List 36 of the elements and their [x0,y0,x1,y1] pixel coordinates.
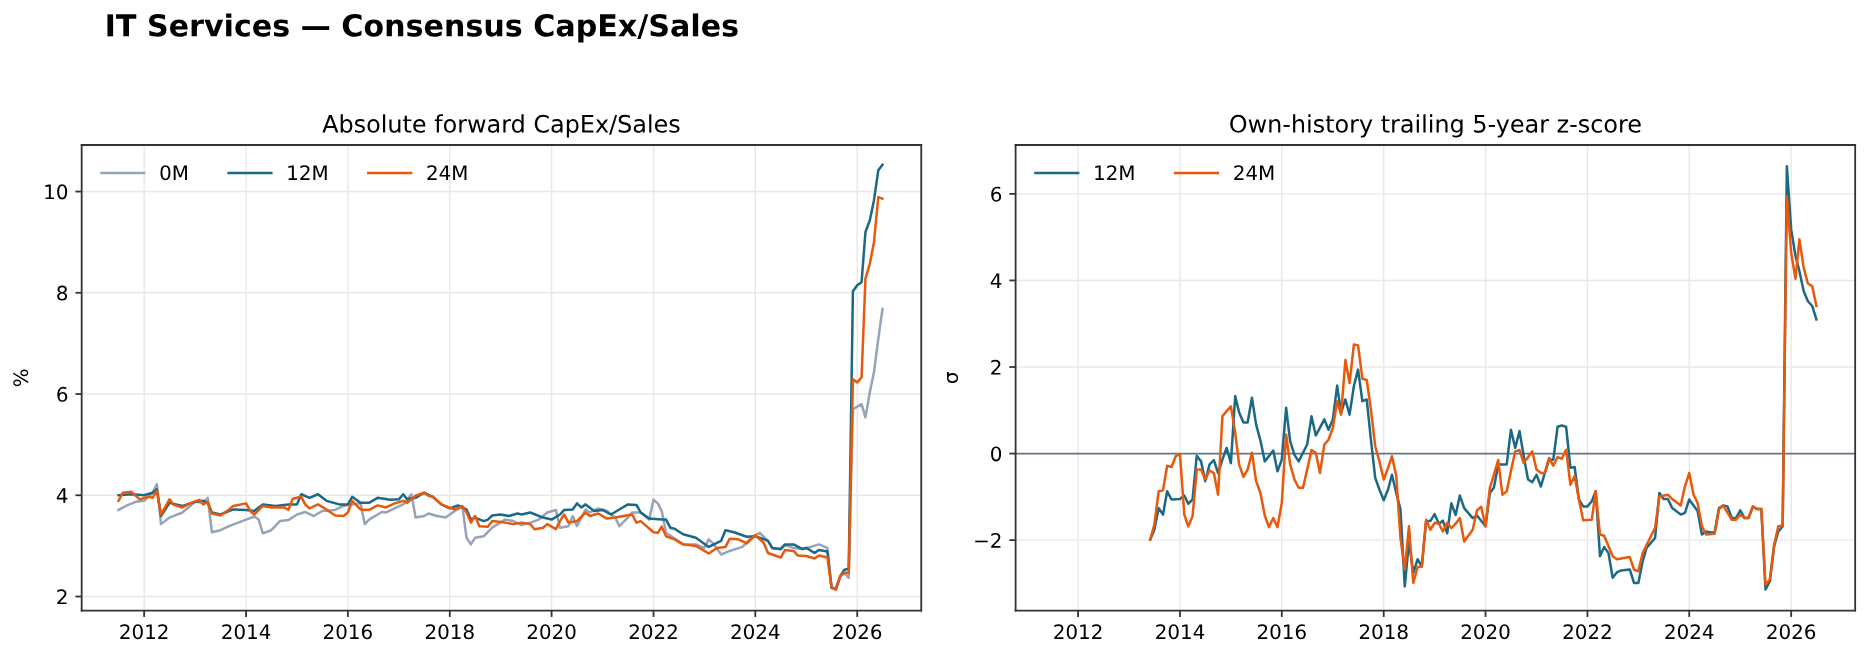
x-tick-label: 2022 [629,624,677,640]
x-tick-label: 2012 [1054,624,1102,640]
legend-label: 12M [288,165,327,180]
y-tick-label: 4 [990,273,1002,288]
x-tick-label: 2026 [1767,624,1816,640]
y-tick-label: −2 [975,532,1001,548]
y-tick-label: 6 [991,186,1002,202]
y-tick-label: 6 [57,386,68,402]
y-tick-label: 2 [57,589,67,605]
x-tick-label: 2016 [324,624,372,640]
x-tick-label: 2022 [1563,624,1611,640]
x-tick-label: 2020 [527,624,576,640]
x-tick-label: 2012 [120,624,168,640]
x-tick-label: 2026 [833,624,882,640]
x-tick-label: 2016 [1257,624,1306,640]
y-tick-label: 10 [45,184,68,200]
y-axis-title: % [13,369,29,387]
y-axis-title: σ [947,372,959,384]
x-tick-label: 2014 [1156,624,1205,640]
legend-label: 0M [160,165,187,181]
legend-label: 24M [1234,165,1274,180]
x-tick-label: 2024 [731,624,780,640]
y-tick-label: 2 [991,359,1001,375]
x-tick-label: 2014 [222,624,271,640]
x-tick-label: 2018 [1359,624,1408,640]
y-tick-label: 4 [56,488,68,503]
chart-subtitle: Absolute forward CapEx/Sales [322,114,680,138]
legend-label: 24M [427,165,467,180]
x-tick-label: 2018 [425,624,474,640]
legend-label: 12M [1095,165,1134,180]
y-tick-label: 0 [991,446,1002,462]
x-tick-label: 2024 [1665,624,1714,640]
y-tick-label: 8 [57,285,68,301]
chart-subtitle: Own-history trailing 5-year z-score [1230,114,1641,138]
chart-title: IT Services — Consensus CapEx/Sales [107,13,738,43]
x-tick-label: 2020 [1461,624,1510,640]
